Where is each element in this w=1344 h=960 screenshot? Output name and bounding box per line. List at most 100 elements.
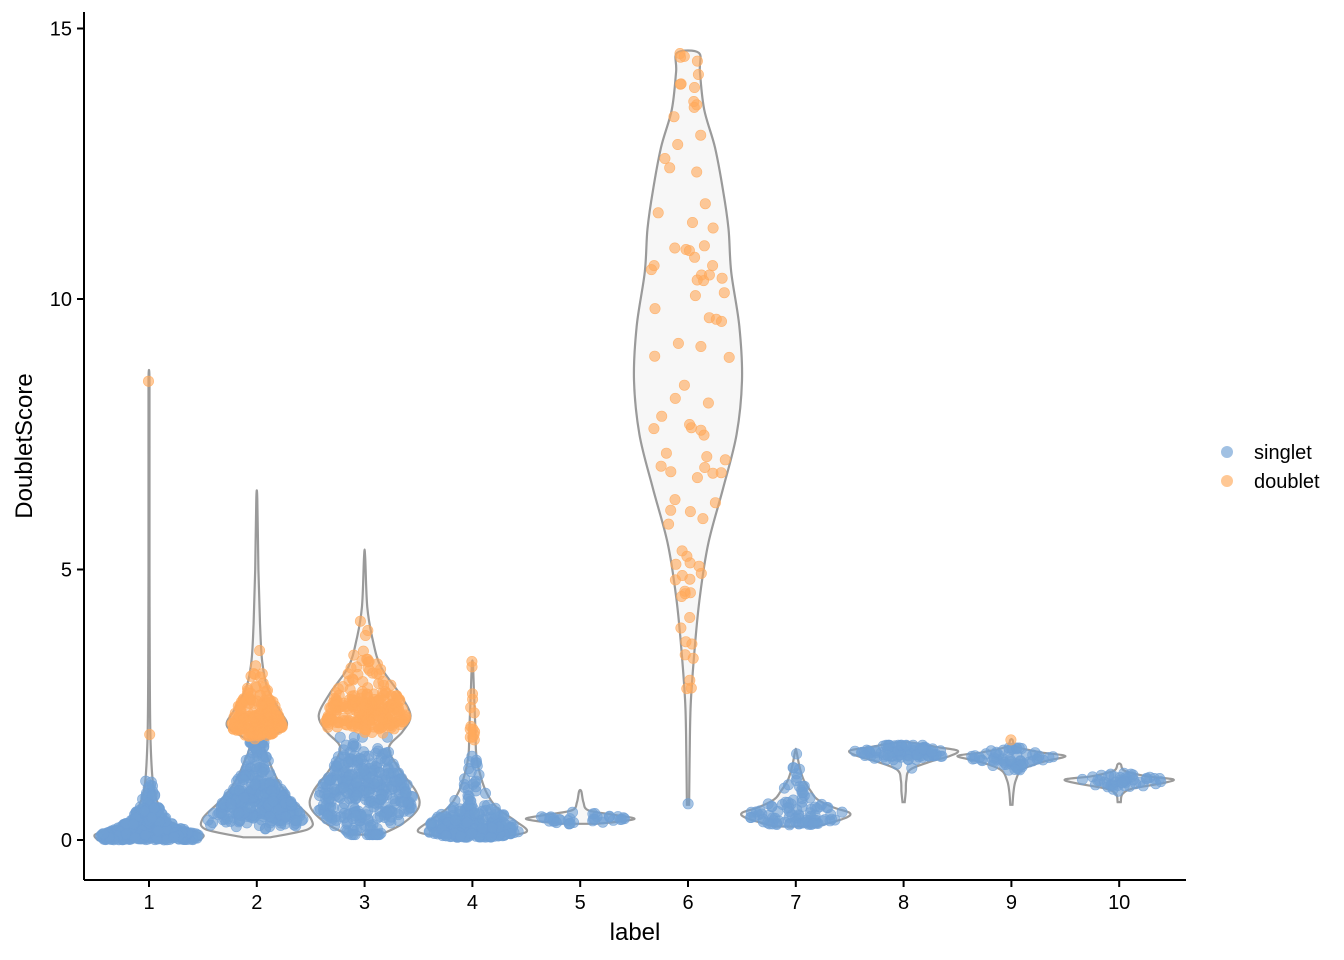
point-singlet — [1127, 774, 1139, 786]
point-doublet — [357, 645, 369, 657]
point-doublet — [669, 392, 681, 404]
point-singlet — [350, 777, 362, 789]
point-singlet — [98, 828, 110, 840]
point-singlet — [462, 793, 474, 805]
point-doublet — [699, 198, 711, 210]
point-doublet — [337, 699, 349, 711]
point-singlet — [139, 829, 151, 841]
point-singlet — [138, 805, 150, 817]
point-singlet — [375, 752, 387, 764]
point-singlet — [1116, 777, 1128, 789]
point-doublet — [377, 727, 389, 739]
point-doublet — [276, 721, 288, 733]
point-doublet — [359, 701, 371, 713]
point-singlet — [793, 781, 805, 793]
point-doublet — [343, 675, 355, 687]
point-singlet — [285, 796, 297, 808]
point-doublet — [371, 709, 383, 721]
point-singlet — [550, 817, 562, 829]
point-singlet — [327, 802, 339, 814]
point-singlet — [856, 747, 868, 759]
point-doublet — [399, 709, 411, 721]
point-singlet — [682, 798, 694, 810]
point-singlet — [926, 746, 938, 758]
y-axis-title: DoubletScore — [11, 373, 38, 518]
point-doublet — [1005, 734, 1017, 746]
point-singlet — [349, 810, 361, 822]
point-doublet — [672, 139, 684, 151]
point-doublet — [691, 55, 703, 67]
point-singlet — [466, 827, 478, 839]
point-singlet — [449, 814, 461, 826]
point-doublet — [255, 710, 267, 722]
x-tick-label: 5 — [575, 892, 586, 914]
point-singlet — [766, 801, 778, 813]
y-tick-label: 0 — [61, 830, 72, 852]
point-doublet — [645, 264, 657, 276]
point-singlet — [459, 773, 471, 785]
points-layer — [94, 47, 1167, 846]
point-doublet — [354, 615, 366, 627]
point-doublet — [686, 638, 698, 650]
point-singlet — [387, 758, 399, 770]
point-doublet — [664, 162, 676, 174]
point-doublet — [688, 101, 700, 113]
point-doublet — [665, 466, 677, 478]
point-singlet — [355, 753, 367, 765]
point-doublet — [675, 622, 687, 634]
point-doublet — [691, 472, 703, 484]
point-singlet — [791, 748, 803, 760]
point-doublet — [718, 287, 730, 299]
point-singlet — [259, 823, 271, 835]
point-singlet — [564, 817, 576, 829]
point-doublet — [723, 351, 735, 363]
point-singlet — [168, 831, 180, 843]
point-singlet — [148, 802, 160, 814]
point-doublet — [674, 78, 686, 90]
x-tick-label: 7 — [790, 892, 801, 914]
point-singlet — [787, 762, 799, 774]
point-doublet — [676, 569, 688, 581]
point-doublet — [391, 700, 403, 712]
point-doublet — [695, 340, 707, 352]
point-doublet — [707, 260, 719, 272]
point-doublet — [698, 240, 710, 252]
x-tick-label: 3 — [359, 892, 370, 914]
x-tick-label: 1 — [143, 892, 154, 914]
point-singlet — [355, 821, 367, 833]
point-singlet — [498, 810, 510, 822]
point-doublet — [683, 245, 695, 257]
point-doublet — [684, 506, 696, 518]
point-doublet — [692, 69, 704, 81]
point-doublet — [697, 513, 709, 525]
point-singlet — [440, 830, 452, 842]
x-ticks: 1 2 3 4 5 6 7 8 9 10 — [143, 880, 1130, 914]
point-doublet — [672, 337, 684, 349]
point-singlet — [616, 813, 628, 825]
axes — [83, 12, 1186, 881]
point-doublet — [242, 687, 254, 699]
point-doublet — [348, 690, 360, 702]
point-singlet — [400, 787, 412, 799]
x-tick-label: 2 — [251, 892, 262, 914]
point-singlet — [485, 831, 497, 843]
point-doublet — [679, 588, 691, 600]
point-doublet — [699, 461, 711, 473]
point-doublet — [701, 451, 713, 463]
point-doublet — [465, 720, 477, 732]
point-singlet — [337, 782, 349, 794]
point-doublet — [373, 694, 385, 706]
point-singlet — [436, 808, 448, 820]
point-doublet — [254, 644, 266, 656]
point-singlet — [486, 822, 498, 834]
point-singlet — [1099, 776, 1111, 788]
point-singlet — [233, 807, 245, 819]
point-doublet — [273, 710, 285, 722]
point-doublet — [684, 611, 696, 623]
point-singlet — [291, 815, 303, 827]
point-doublet — [684, 418, 696, 430]
y-tick-label: 15 — [50, 19, 72, 41]
point-doublet — [263, 725, 275, 737]
point-doublet — [660, 447, 672, 459]
point-singlet — [773, 815, 785, 827]
